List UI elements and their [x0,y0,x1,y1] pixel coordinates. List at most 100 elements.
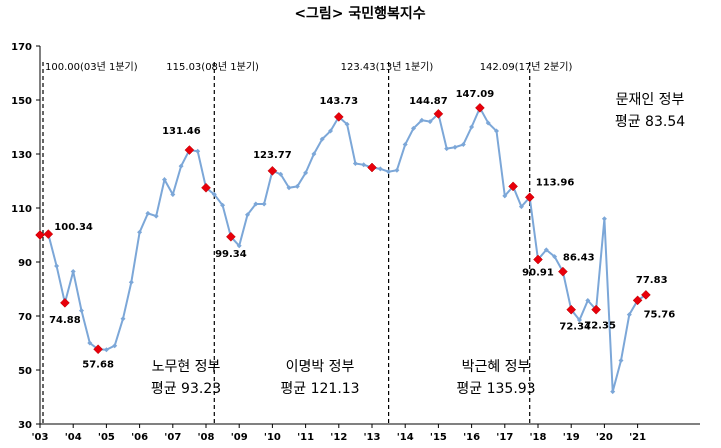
highlight-marker [524,192,535,203]
highlight-marker [267,165,278,176]
point-value-label: 86.43 [563,253,595,264]
data-point [411,125,416,131]
point-value-label: 131.46 [162,126,201,137]
data-point [626,312,632,318]
x-tick-label: '16 [463,432,480,443]
data-point [543,247,549,253]
data-point [601,216,607,222]
era-divider-label: 100.00(03년 1분기) [45,61,138,73]
highlight-marker [533,254,543,265]
series-line [39,105,647,392]
data-point [162,177,167,183]
data-point [485,120,491,126]
data-point [452,144,458,150]
data-point [394,167,400,173]
data-point [79,308,84,314]
x-tick-label: '08 [198,432,215,443]
point-value-label: 72.34 [559,322,591,333]
point-value-label: 75.76 [644,309,676,320]
highlight-marker [641,290,651,300]
x-tick-label: '06 [131,432,148,443]
highlight-marker [43,229,54,239]
data-point [303,170,309,176]
data-point [170,192,176,197]
point-value-label: 74.88 [49,315,81,326]
point-value-label: 100.34 [54,222,93,233]
x-tick-label: '19 [563,432,580,443]
data-point [518,204,524,210]
data-point [195,148,201,154]
point-value-label: 72.35 [584,321,616,332]
data-point [469,124,475,130]
x-tick-label: '14 [397,432,414,443]
data-point [610,389,616,395]
y-tick-label: 170 [11,42,32,53]
chart-title: <그림> 국민행복지수 [294,5,425,22]
x-tick-label: '04 [65,432,82,443]
data-point [502,193,508,199]
data-point [120,316,126,322]
x-tick-label: '13 [364,432,381,443]
data-point [319,136,325,142]
y-tick-label: 70 [18,312,32,323]
highlight-marker [184,145,195,155]
x-tick-label: '18 [530,432,547,443]
point-value-label: 113.96 [536,177,575,188]
highlight-marker [475,103,485,113]
data-point [103,347,109,353]
government-name: 문재인 정부 [616,92,685,108]
data-point [427,119,433,125]
data-point [178,163,184,169]
era-divider-label: 142.09(17년 2분기) [480,61,573,73]
data-point [577,317,582,323]
data-point [352,160,358,166]
era-divider-label: 115.03(08년 1분기) [166,61,259,73]
data-point [618,358,624,364]
data-point [585,297,591,303]
data-point [402,142,408,148]
data-point [419,117,425,123]
government-average: 평균 83.54 [615,114,685,130]
era-divider-label: 123.43(13년 1분기) [341,61,434,73]
y-tick-label: 30 [18,420,32,431]
data-point [211,191,217,197]
highlight-marker [226,231,236,242]
y-tick-label: 150 [11,96,32,107]
x-tick-label: '21 [629,432,646,443]
highlight-marker [60,297,70,308]
point-value-label: 143.73 [320,96,359,107]
x-tick-label: '20 [596,432,613,443]
data-point [128,279,134,285]
data-point [552,254,558,260]
highlight-marker [508,181,518,192]
government-name: 박근혜 정부 [462,359,531,375]
point-value-label: 99.34 [215,249,247,260]
y-tick-label: 90 [18,258,32,269]
x-tick-label: '03 [32,432,49,443]
x-tick-label: '09 [231,432,248,443]
data-point [386,169,392,175]
data-point [377,166,383,172]
data-point [112,343,118,349]
point-value-label: 77.83 [636,275,668,286]
data-point [87,340,93,346]
point-value-label: 57.68 [82,359,114,370]
data-point [294,183,300,189]
data-point [494,128,499,134]
x-tick-label: '05 [98,432,115,443]
x-tick-label: '11 [297,432,314,443]
highlight-marker [591,304,601,315]
highlight-marker [632,295,643,306]
government-name: 이명박 정부 [286,359,355,375]
highlight-marker [93,344,103,355]
x-tick-label: '12 [330,432,347,443]
point-value-label: 123.77 [253,150,292,161]
data-point [261,201,267,207]
data-point [236,243,242,249]
data-point [460,142,466,148]
data-point [361,162,367,168]
data-point [245,212,250,218]
x-tick-label: '15 [430,432,447,443]
